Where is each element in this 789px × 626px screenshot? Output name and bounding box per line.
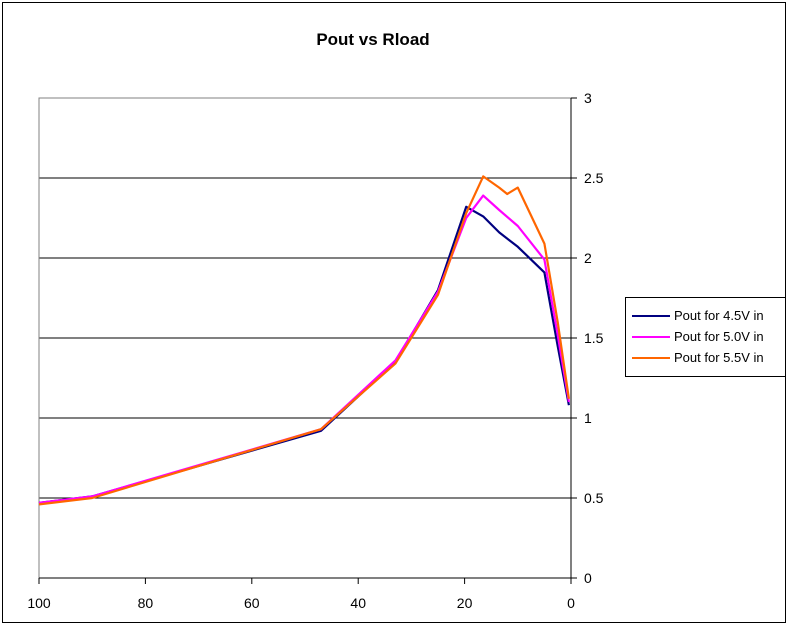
x-tick-label: 40	[350, 595, 366, 611]
series-layer	[38, 175, 570, 506]
ticks-layer: 0 0.5 1 1.5 2 2.5 3 100 80 60 40 20 0	[27, 90, 603, 611]
legend: Pout for 4.5V in Pout for 5.0V in Pout f…	[625, 297, 785, 377]
chart-plot: 0 0.5 1 1.5 2 2.5 3 100 80 60 40 20 0	[27, 90, 603, 611]
legend-item-5-5v: Pout for 5.5V in	[626, 348, 785, 368]
chart-title: Pout vs Rload	[316, 30, 430, 49]
series-line-2	[38, 175, 570, 506]
legend-swatch-4-5v	[632, 315, 670, 317]
grid-layer	[39, 177, 571, 499]
y-tick-label: 3	[584, 90, 592, 106]
legend-swatch-5-0v	[632, 336, 670, 338]
y-tick-label: 2	[584, 250, 592, 266]
y-tick-label: 2.5	[584, 170, 604, 186]
legend-swatch-5-5v	[632, 357, 670, 359]
legend-label-4-5v: Pout for 4.5V in	[674, 308, 764, 323]
y-tick-label: 1.5	[584, 330, 604, 346]
legend-item-5-0v: Pout for 5.0V in	[626, 327, 785, 347]
x-tick-label: 100	[27, 595, 51, 611]
y-tick-label: 0.5	[584, 490, 604, 506]
series-line-0	[38, 205, 570, 504]
series-line-1	[38, 194, 570, 504]
x-tick-label: 20	[457, 595, 473, 611]
legend-label-5-5v: Pout for 5.5V in	[674, 350, 764, 365]
y-tick-label: 1	[584, 410, 592, 426]
legend-item-4-5v: Pout for 4.5V in	[626, 306, 785, 326]
y-tick-label: 0	[584, 570, 592, 586]
x-tick-label: 80	[138, 595, 154, 611]
x-tick-label: 0	[567, 595, 575, 611]
legend-label-5-0v: Pout for 5.0V in	[674, 329, 764, 344]
x-tick-label: 60	[244, 595, 260, 611]
